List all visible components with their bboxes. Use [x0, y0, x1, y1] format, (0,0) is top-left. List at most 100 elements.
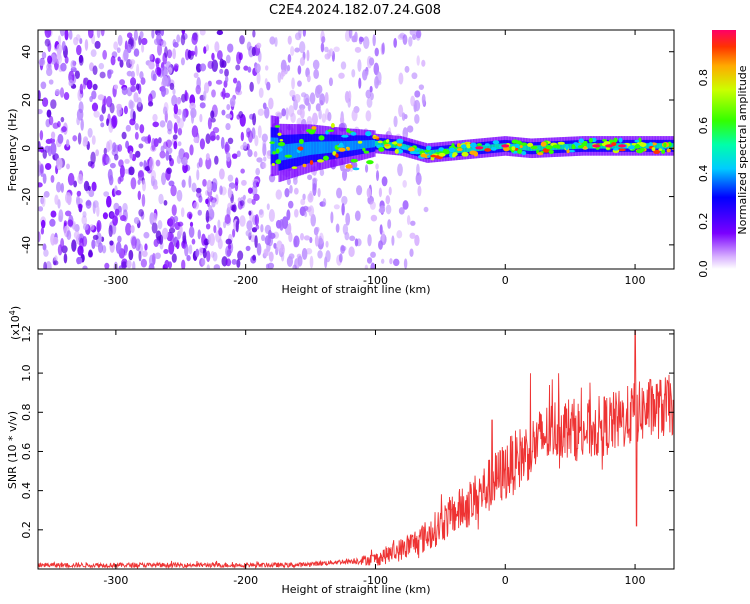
- noise-blob: [139, 161, 144, 167]
- noise-blob: [108, 174, 114, 186]
- noise-blob: [252, 113, 257, 126]
- noise-blob: [225, 238, 232, 245]
- noise-blob: [188, 175, 192, 189]
- noise-blob: [132, 110, 136, 122]
- spectrogram-frame: [37, 29, 675, 270]
- noise-blob: [117, 34, 123, 47]
- noise-blob: [345, 91, 350, 104]
- noise-blob: [172, 48, 176, 60]
- noise-blob: [199, 30, 206, 36]
- noise-blob: [46, 63, 52, 71]
- noise-blob: [265, 263, 270, 269]
- noise-blob: [287, 35, 292, 45]
- noise-blob: [60, 116, 65, 123]
- noise-blob: [114, 153, 119, 161]
- y-tick-label: 20: [20, 93, 33, 107]
- band-inner: [332, 141, 336, 153]
- band-highlight: [384, 143, 390, 147]
- noise-blob: [217, 238, 223, 250]
- noise-blob: [253, 193, 260, 201]
- band-inner: [350, 140, 353, 151]
- spectrogram-y-axis-label: Frequency (Hz): [6, 109, 19, 192]
- colorbar-tick-label: 0.8: [697, 69, 710, 87]
- noise-blob: [258, 209, 264, 215]
- noise-blob: [114, 208, 120, 216]
- snr-x-axis-label: Height of straight line (km): [281, 583, 430, 596]
- colorbar-tick-label: 0.6: [697, 117, 710, 135]
- band-inner: [362, 140, 365, 149]
- band-highlight: [627, 145, 635, 150]
- noise-blob: [358, 77, 362, 89]
- noise-blob: [289, 89, 296, 98]
- band-inner: [536, 145, 540, 151]
- noise-blob: [171, 253, 177, 263]
- noise-blob: [252, 254, 256, 261]
- band-highlight: [430, 154, 437, 158]
- y-tick-label: -40: [20, 236, 33, 254]
- noise-blob: [354, 238, 359, 247]
- noise-blob: [396, 230, 403, 239]
- noise-blob: [241, 179, 247, 186]
- band-highlight: [298, 138, 304, 145]
- band-highlight: [571, 144, 576, 150]
- noise-blob: [181, 30, 186, 35]
- band-highlight: [377, 140, 383, 144]
- band-highlight: [605, 147, 610, 150]
- band-highlight: [521, 150, 527, 156]
- noise-blob: [370, 214, 378, 222]
- noise-blob: [151, 30, 155, 39]
- noise-blob: [276, 240, 283, 252]
- noise-blob: [205, 44, 210, 52]
- noise-blob: [286, 209, 291, 221]
- band-highlight: [309, 160, 314, 165]
- noise-blob: [217, 219, 221, 229]
- noise-blob: [294, 93, 301, 104]
- noise-blob: [42, 149, 47, 159]
- noise-blob: [212, 251, 218, 262]
- noise-blob: [106, 96, 113, 108]
- noise-blob: [313, 69, 320, 80]
- noise-blob: [166, 49, 173, 59]
- noise-blob: [73, 180, 78, 188]
- band-inner: [303, 142, 306, 157]
- noise-blob: [285, 107, 289, 120]
- noise-blob: [79, 83, 84, 95]
- noise-blob: [207, 117, 212, 130]
- colorbar-ticks: 0.0 0.2 0.4 0.6 0.8: [697, 69, 710, 278]
- band-highlight: [372, 136, 380, 139]
- noise-blob: [354, 46, 362, 53]
- colorbar-gradient: [712, 30, 736, 269]
- band-inner: [646, 143, 649, 149]
- band-highlight: [520, 142, 528, 146]
- band-inner: [529, 145, 532, 151]
- noise-blob: [210, 110, 215, 119]
- noise-blob: [98, 62, 105, 70]
- noise-blob: [372, 34, 376, 47]
- band-inner: [490, 144, 493, 150]
- noise-blob: [181, 259, 186, 269]
- noise-blob: [190, 111, 195, 124]
- noise-blob: [177, 108, 182, 116]
- noise-blob: [63, 220, 68, 227]
- band-inner: [427, 150, 431, 156]
- noise-blob: [268, 251, 274, 262]
- band-inner: [527, 145, 530, 151]
- noise-blob: [389, 258, 393, 265]
- noise-blob: [297, 80, 302, 87]
- noise-blob: [50, 99, 57, 110]
- band-inner: [672, 143, 674, 149]
- noise-blob: [231, 258, 237, 265]
- noise-blob: [191, 238, 196, 245]
- band-inner: [482, 145, 485, 151]
- noise-blob: [66, 163, 70, 170]
- noise-blob: [43, 249, 49, 257]
- band-highlight: [545, 145, 553, 150]
- noise-blob: [307, 192, 314, 203]
- band-inner: [633, 143, 636, 149]
- noise-blob: [208, 204, 213, 214]
- noise-blob: [40, 227, 45, 235]
- noise-blob: [140, 258, 147, 268]
- noise-blob: [144, 165, 151, 172]
- noise-blob: [168, 154, 172, 162]
- band-inner: [290, 143, 294, 159]
